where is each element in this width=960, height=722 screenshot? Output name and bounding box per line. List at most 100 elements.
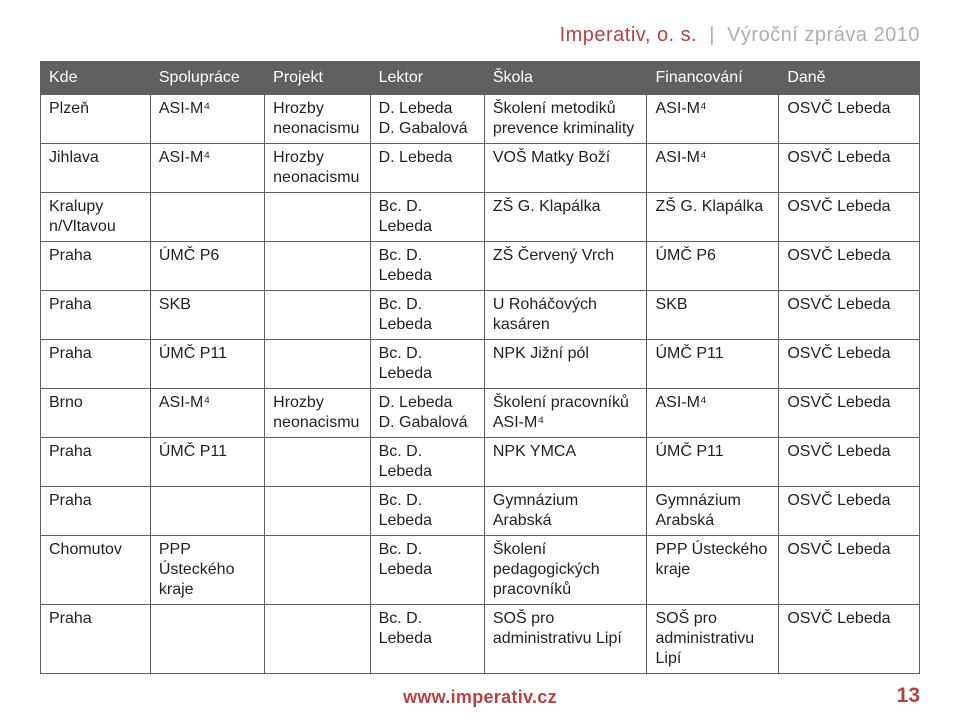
table-cell: Bc. D. Lebeda (370, 605, 484, 674)
table-cell: OSVČ Lebeda (779, 193, 920, 242)
table-header-row: KdeSpolupráceProjektLektorŠkolaFinancová… (41, 62, 920, 95)
table-cell: SOŠ pro administrativu Lipí (484, 605, 647, 674)
data-table: KdeSpolupráceProjektLektorŠkolaFinancová… (40, 61, 920, 674)
table-cell: ASI-M⁴ (150, 389, 264, 438)
table-cell (265, 291, 370, 340)
table-cell (265, 193, 370, 242)
table-cell: Bc. D. Lebeda (370, 340, 484, 389)
footer-site-url: www.imperativ.cz (80, 687, 880, 708)
table-header-cell: Škola (484, 62, 647, 95)
table-row: PrahaÚMČ P11Bc. D. LebedaNPK Jižní pólÚM… (41, 340, 920, 389)
table-cell: Praha (41, 242, 151, 291)
table-cell: Hrozby neonacismu (265, 95, 370, 144)
table-cell: Praha (41, 605, 151, 674)
table-cell: ÚMČ P11 (647, 340, 779, 389)
table-row: BrnoASI-M⁴Hrozby neonacismuD. LebedaD. G… (41, 389, 920, 438)
table-cell: Hrozby neonacismu (265, 389, 370, 438)
table-cell (265, 438, 370, 487)
table-header-cell: Projekt (265, 62, 370, 95)
table-cell: Praha (41, 291, 151, 340)
table-cell: ÚMČ P11 (150, 340, 264, 389)
table-header-cell: Kde (41, 62, 151, 95)
table-body: PlzeňASI-M⁴Hrozby neonacismuD. LebedaD. … (41, 95, 920, 674)
table-header-cell: Daně (779, 62, 920, 95)
table-cell: SKB (150, 291, 264, 340)
page-root: Imperativ, o. s. | Výroční zpráva 2010 K… (0, 0, 960, 688)
table-row: JihlavaASI-M⁴Hrozby neonacismuD. LebedaV… (41, 144, 920, 193)
table-cell (265, 536, 370, 605)
page-footer: www.imperativ.cz 13 (40, 674, 920, 722)
table-cell: OSVČ Lebeda (779, 144, 920, 193)
table-cell: D. LebedaD. Gabalová (370, 389, 484, 438)
table-cell: Plzeň (41, 95, 151, 144)
title-part2: Výroční zpráva 2010 (727, 24, 920, 46)
table-cell: NPK YMCA (484, 438, 647, 487)
table-cell: OSVČ Lebeda (779, 95, 920, 144)
table-row: PrahaBc. D. LebedaSOŠ pro administrativu… (41, 605, 920, 674)
table-cell (150, 193, 264, 242)
table-cell: Praha (41, 340, 151, 389)
table-row: PrahaBc. D. LebedaGymnázium ArabskáGymná… (41, 487, 920, 536)
table-row: PrahaÚMČ P11Bc. D. LebedaNPK YMCAÚMČ P11… (41, 438, 920, 487)
table-cell: ZŠ Červený Vrch (484, 242, 647, 291)
table-cell: Školení pracovníků ASI-M⁴ (484, 389, 647, 438)
table-row: PlzeňASI-M⁴Hrozby neonacismuD. LebedaD. … (41, 95, 920, 144)
table-cell (265, 242, 370, 291)
table-cell: SOŠ pro administrativu Lipí (647, 605, 779, 674)
table-row: PrahaÚMČ P6Bc. D. LebedaZŠ Červený VrchÚ… (41, 242, 920, 291)
table-cell: OSVČ Lebeda (779, 291, 920, 340)
table-cell: ÚMČ P11 (647, 438, 779, 487)
table-cell: ASI-M⁴ (647, 95, 779, 144)
table-cell: ZŠ G. Klapálka (484, 193, 647, 242)
table-cell: OSVČ Lebeda (779, 340, 920, 389)
table-cell: Bc. D. Lebeda (370, 536, 484, 605)
table-header-cell: Financování (647, 62, 779, 95)
table-cell: Školení pedagogických pracovníků (484, 536, 647, 605)
table-cell: Praha (41, 438, 151, 487)
table-cell: Gymnázium Arabská (647, 487, 779, 536)
table-cell (150, 487, 264, 536)
table-cell: SKB (647, 291, 779, 340)
table-cell: ASI-M⁴ (150, 95, 264, 144)
table-cell: Bc. D. Lebeda (370, 193, 484, 242)
table-cell: Školení metodiků prevence kriminality (484, 95, 647, 144)
table-cell: Bc. D. Lebeda (370, 438, 484, 487)
table-cell: ÚMČ P11 (150, 438, 264, 487)
table-cell: OSVČ Lebeda (779, 487, 920, 536)
title-part1: Imperativ, o. s. (560, 24, 698, 46)
table-cell: D. Lebeda (370, 144, 484, 193)
table-cell: OSVČ Lebeda (779, 605, 920, 674)
table-cell: OSVČ Lebeda (779, 438, 920, 487)
table-cell: Jihlava (41, 144, 151, 193)
table-row: ChomutovPPP Ústeckého kraje Bc. D. Lebeda… (41, 536, 920, 605)
table-cell: OSVČ Lebeda (779, 389, 920, 438)
table-cell: Brno (41, 389, 151, 438)
table-cell: ÚMČ P6 (647, 242, 779, 291)
table-cell: U Roháčových kasáren (484, 291, 647, 340)
table-cell (265, 340, 370, 389)
table-cell: PPP Ústeckého kraje (150, 536, 264, 605)
table-cell: Hrozby neonacismu (265, 144, 370, 193)
title-separator: | (709, 24, 715, 46)
table-cell: ÚMČ P6 (150, 242, 264, 291)
table-cell: Bc. D. Lebeda (370, 487, 484, 536)
table-cell (265, 605, 370, 674)
table-cell: D. LebedaD. Gabalová (370, 95, 484, 144)
table-cell: Kralupy n/Vltavou (41, 193, 151, 242)
table-cell: Bc. D. Lebeda (370, 242, 484, 291)
table-row: Kralupy n/VltavouBc. D. LebedaZŠ G. Klap… (41, 193, 920, 242)
table-cell: NPK Jižní pól (484, 340, 647, 389)
table-cell (265, 487, 370, 536)
table-cell: Chomutov (41, 536, 151, 605)
table-cell: ZŠ G. Klapálka (647, 193, 779, 242)
table-cell: ASI-M⁴ (647, 389, 779, 438)
table-cell: OSVČ Lebeda (779, 536, 920, 605)
table-cell: ASI-M⁴ (647, 144, 779, 193)
table-header-cell: Lektor (370, 62, 484, 95)
table-cell: Gymnázium Arabská (484, 487, 647, 536)
table-cell: ASI-M⁴ (150, 144, 264, 193)
table-row: PrahaSKBBc. D. LebedaU Roháčových kasáre… (41, 291, 920, 340)
table-cell: Bc. D. Lebeda (370, 291, 484, 340)
page-title: Imperativ, o. s. | Výroční zpráva 2010 (40, 24, 920, 47)
table-header-cell: Spolupráce (150, 62, 264, 95)
